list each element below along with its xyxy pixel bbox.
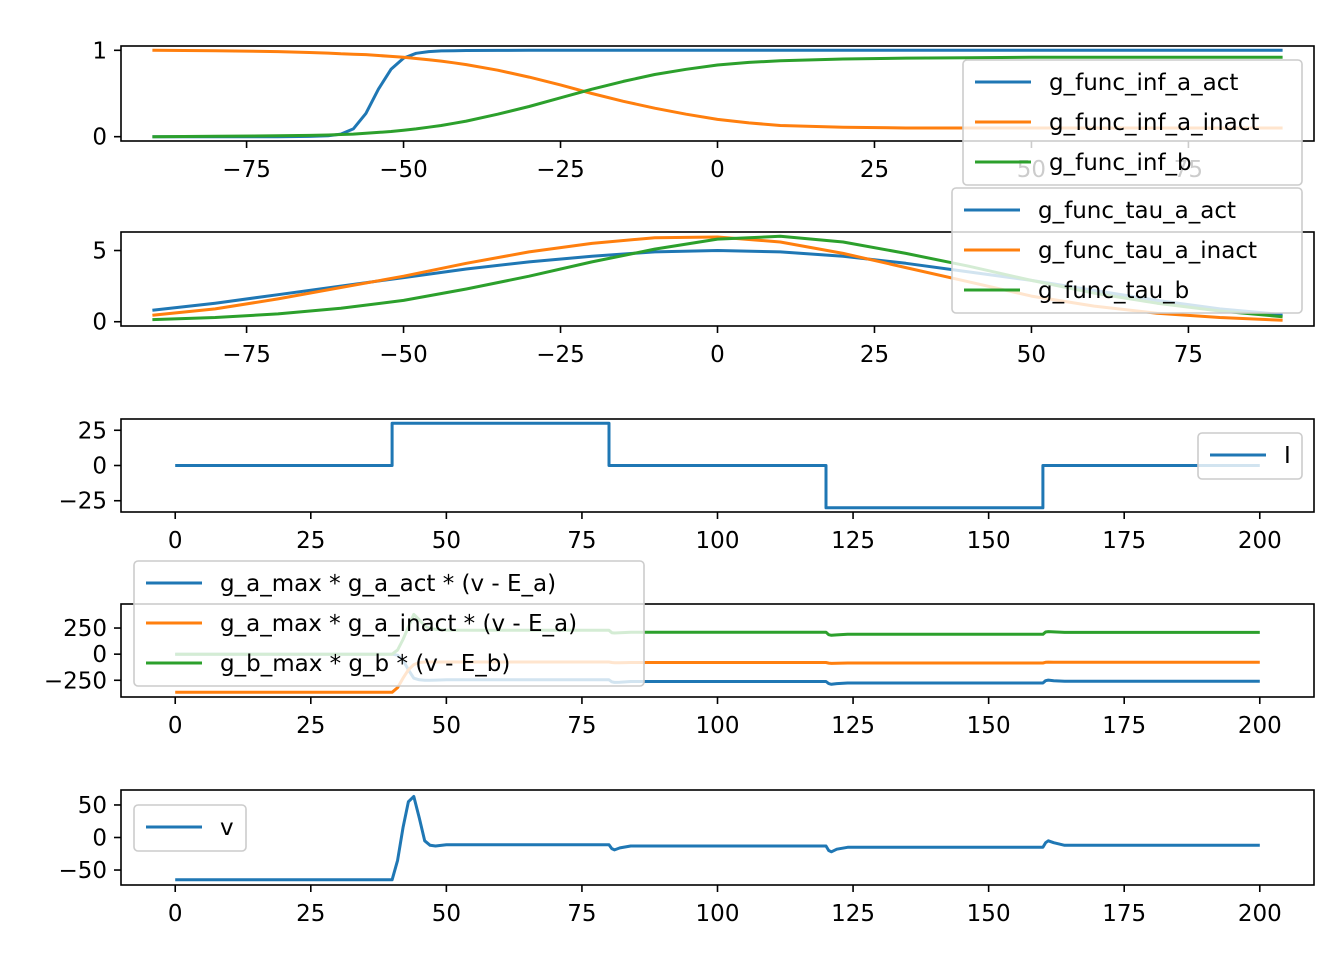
x-tick-label: 25 <box>296 713 325 739</box>
x-tick-label: 50 <box>1017 342 1046 368</box>
chart-panel-1: −75−50−25025507501g_func_inf_a_actg_func… <box>92 38 1315 186</box>
y-tick-label: −50 <box>58 858 107 884</box>
legend-label: g_func_tau_a_inact <box>1038 238 1257 264</box>
series-line-1-2 <box>152 48 1283 130</box>
x-tick-label: 200 <box>1238 901 1282 927</box>
legend-label: I <box>1284 443 1291 469</box>
y-tick-label: 0 <box>92 642 107 668</box>
chart-panel-2: −75 −50 −25 0 25 50 7505g_func_tau_a_actg_func… <box>92 187 1315 368</box>
y-tick-label: −25 <box>58 489 107 515</box>
axes-frame <box>120 789 1315 886</box>
x-tick-label: 100 <box>696 528 740 554</box>
legend-label: g_func_inf_a_inact <box>1049 110 1259 136</box>
x-tick-label: 50 <box>432 713 461 739</box>
x-tick-label: 0 <box>168 528 183 554</box>
x-tick-label: 150 <box>967 528 1011 554</box>
x-tick-label: 0 <box>710 157 725 183</box>
x-tick-label: 125 <box>831 901 875 927</box>
series-line-5-1 <box>175 795 1260 882</box>
series-line-1-3 <box>152 55 1283 139</box>
chart-panel-3: 0 25 50 75 100 125 150 175 200 −25 0 25 I <box>58 418 1315 554</box>
x-tick-label: 0 <box>168 713 183 739</box>
legend-box <box>962 59 1303 186</box>
series-line-3-1 <box>175 421 1260 510</box>
y-tick-label: 50 <box>78 793 107 819</box>
x-tick-label: 75 <box>567 713 596 739</box>
legend: g_func_inf_a_act g_func_inf_a_inact g_func… <box>962 59 1303 186</box>
legend-label: g_a_max * g_a_act * (v - E_a) <box>220 571 556 597</box>
y-tick-label: −250 <box>44 668 107 694</box>
x-tick-label: 75 <box>1174 342 1203 368</box>
x-tick-label: −75 <box>222 342 271 368</box>
x-tick-label: 75 <box>567 901 596 927</box>
y-tick-label: 0 <box>92 125 107 151</box>
x-tick-label: 150 <box>967 713 1011 739</box>
y-tick-label: 250 <box>63 616 107 642</box>
x-tick-label: 175 <box>1102 528 1146 554</box>
x-tick-label: −25 <box>536 157 585 183</box>
x-tick-label: 175 <box>1102 901 1146 927</box>
legend-box <box>133 560 645 687</box>
y-tick-label: 0 <box>92 826 107 852</box>
y-tick-label: 25 <box>78 418 107 444</box>
x-tick-label: 50 <box>432 901 461 927</box>
x-tick-label: 125 <box>831 528 875 554</box>
legend: g_a_max * g_a_act * (v - E_a) g_a_max * g… <box>133 560 645 687</box>
legend: I <box>1197 432 1303 480</box>
legend-label: g_b_max * g_b * (v - E_b) <box>220 651 510 677</box>
legend-label: g_a_max * g_a_inact * (v - E_a) <box>220 611 577 637</box>
x-tick-label: −50 <box>379 157 428 183</box>
x-tick-label: 25 <box>296 528 325 554</box>
legend-label: g_func_inf_a_act <box>1049 70 1238 96</box>
legend-box <box>951 187 1303 314</box>
y-tick-label: 1 <box>92 38 107 64</box>
x-tick-label: 0 <box>168 901 183 927</box>
x-tick-label: −25 <box>536 342 585 368</box>
x-tick-label: 25 <box>860 342 889 368</box>
x-tick-label: 50 <box>432 528 461 554</box>
x-tick-label: 100 <box>696 713 740 739</box>
legend-label: g_func_tau_b <box>1038 278 1189 304</box>
x-tick-label: 200 <box>1238 528 1282 554</box>
x-tick-label: 175 <box>1102 713 1146 739</box>
legend-label: g_func_inf_b <box>1049 150 1192 176</box>
chart-panel-5: 0 25 50 75 100 125 150 175 200 −50 0 50 v <box>58 789 1315 927</box>
legend: g_func_tau_a_act g_func_tau_a_inact g_func… <box>951 187 1303 314</box>
legend-label: v <box>220 815 234 841</box>
x-tick-label: 0 <box>710 342 725 368</box>
y-tick-label: 5 <box>92 239 107 265</box>
x-tick-label: 75 <box>567 528 596 554</box>
x-tick-label: 150 <box>967 901 1011 927</box>
x-tick-label: 200 <box>1238 713 1282 739</box>
y-tick-label: 0 <box>92 454 107 480</box>
legend-label: g_func_tau_a_act <box>1038 198 1236 224</box>
series-line-1-1 <box>152 48 1283 139</box>
x-tick-label: 25 <box>860 157 889 183</box>
x-tick-label: 125 <box>831 713 875 739</box>
x-tick-label: 25 <box>296 901 325 927</box>
x-tick-label: 100 <box>696 901 740 927</box>
x-tick-label: −75 <box>222 157 271 183</box>
legend: v <box>133 804 247 852</box>
y-tick-label: 0 <box>92 310 107 336</box>
x-tick-label: −50 <box>379 342 428 368</box>
